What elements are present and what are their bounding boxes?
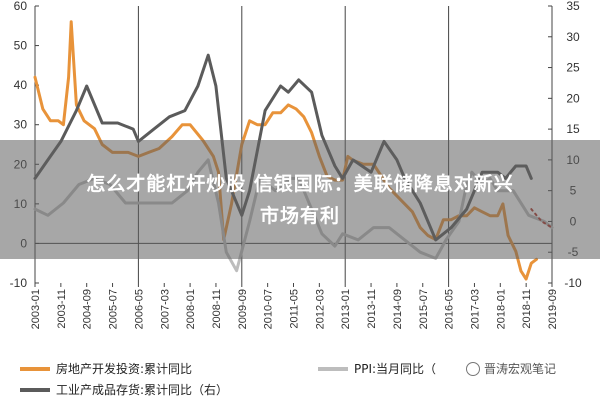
x-tick-label: 2003-01 [30,289,42,329]
x-tick-label: 2015-07 [418,289,430,329]
x-tick-label: 2016-05 [444,289,456,329]
x-tick-label: 2009-09 [237,289,249,329]
legend-item-ppi: PPI:当月同比（ [318,360,436,377]
y-left-tick-label: 40 [14,78,28,92]
x-tick-label: 2004-09 [82,289,94,329]
y-right-tick-label: 15 [566,122,580,136]
legend-swatch-inventory [20,387,50,392]
x-tick-label: 2012-03 [314,289,326,329]
headline-line-2: 市场有利 [259,204,340,227]
y-right-tick-label: 30 [566,30,580,44]
x-tick-label: 2008-01 [185,289,197,329]
legend-label-real-estate: 房地产开发投资:累计同比 [56,362,193,376]
x-tick-label: 2008-11 [211,289,223,329]
y-right-tick-label: -10 [564,276,582,290]
y-left-tick-label: 60 [14,0,28,13]
x-tick-label: 2007-03 [159,289,171,329]
y-right-tick-label: 25 [566,61,580,75]
wechat-logo-icon [466,361,480,376]
x-tick-label: 2013-11 [366,289,378,329]
x-tick-label: 2006-05 [133,289,145,329]
legend-label-inventory: 工业产成品存货:累计同比（右） [56,383,229,397]
y-left-tick-label: 50 [14,39,28,53]
legend-swatch-ppi [318,366,348,371]
x-tick-label: 2010-07 [263,289,275,329]
x-tick-label: 2014-09 [392,289,404,329]
x-tick-label: 2019-09 [547,289,559,329]
x-tick-label: 2017-03 [469,289,481,329]
x-tick-label: 2003-11 [56,289,68,329]
y-right-tick-label: 20 [566,91,580,105]
legend-label-ppi: PPI:当月同比（ [354,362,437,376]
watermark-text: 晋涛宏观笔记 [484,362,557,376]
legend-swatch-real-estate [20,366,50,371]
x-tick-label: 2018-01 [495,289,507,329]
headline-line-1: 怎么才能杠杆炒股 信银国际：美联储降息对新兴 [86,172,514,195]
x-tick-label: 2011-05 [289,289,301,329]
x-tick-label: 2018-11 [521,289,533,329]
y-right-tick-label: 35 [566,0,580,13]
legend-item-real-estate: 房地产开发投资:累计同比 [20,360,192,377]
y-left-tick-label: -10 [10,276,28,290]
x-tick-label: 2005-07 [108,289,120,329]
legend-item-inventory: 工业产成品存货:累计同比（右） [20,381,228,398]
watermark: 晋涛宏观笔记 [466,360,556,377]
headline-banner[interactable]: 怎么才能杠杆炒股 信银国际：美联储降息对新兴 市场有利 [0,140,600,259]
x-tick-label: 2013-01 [340,289,352,329]
y-left-tick-label: 30 [14,118,28,132]
